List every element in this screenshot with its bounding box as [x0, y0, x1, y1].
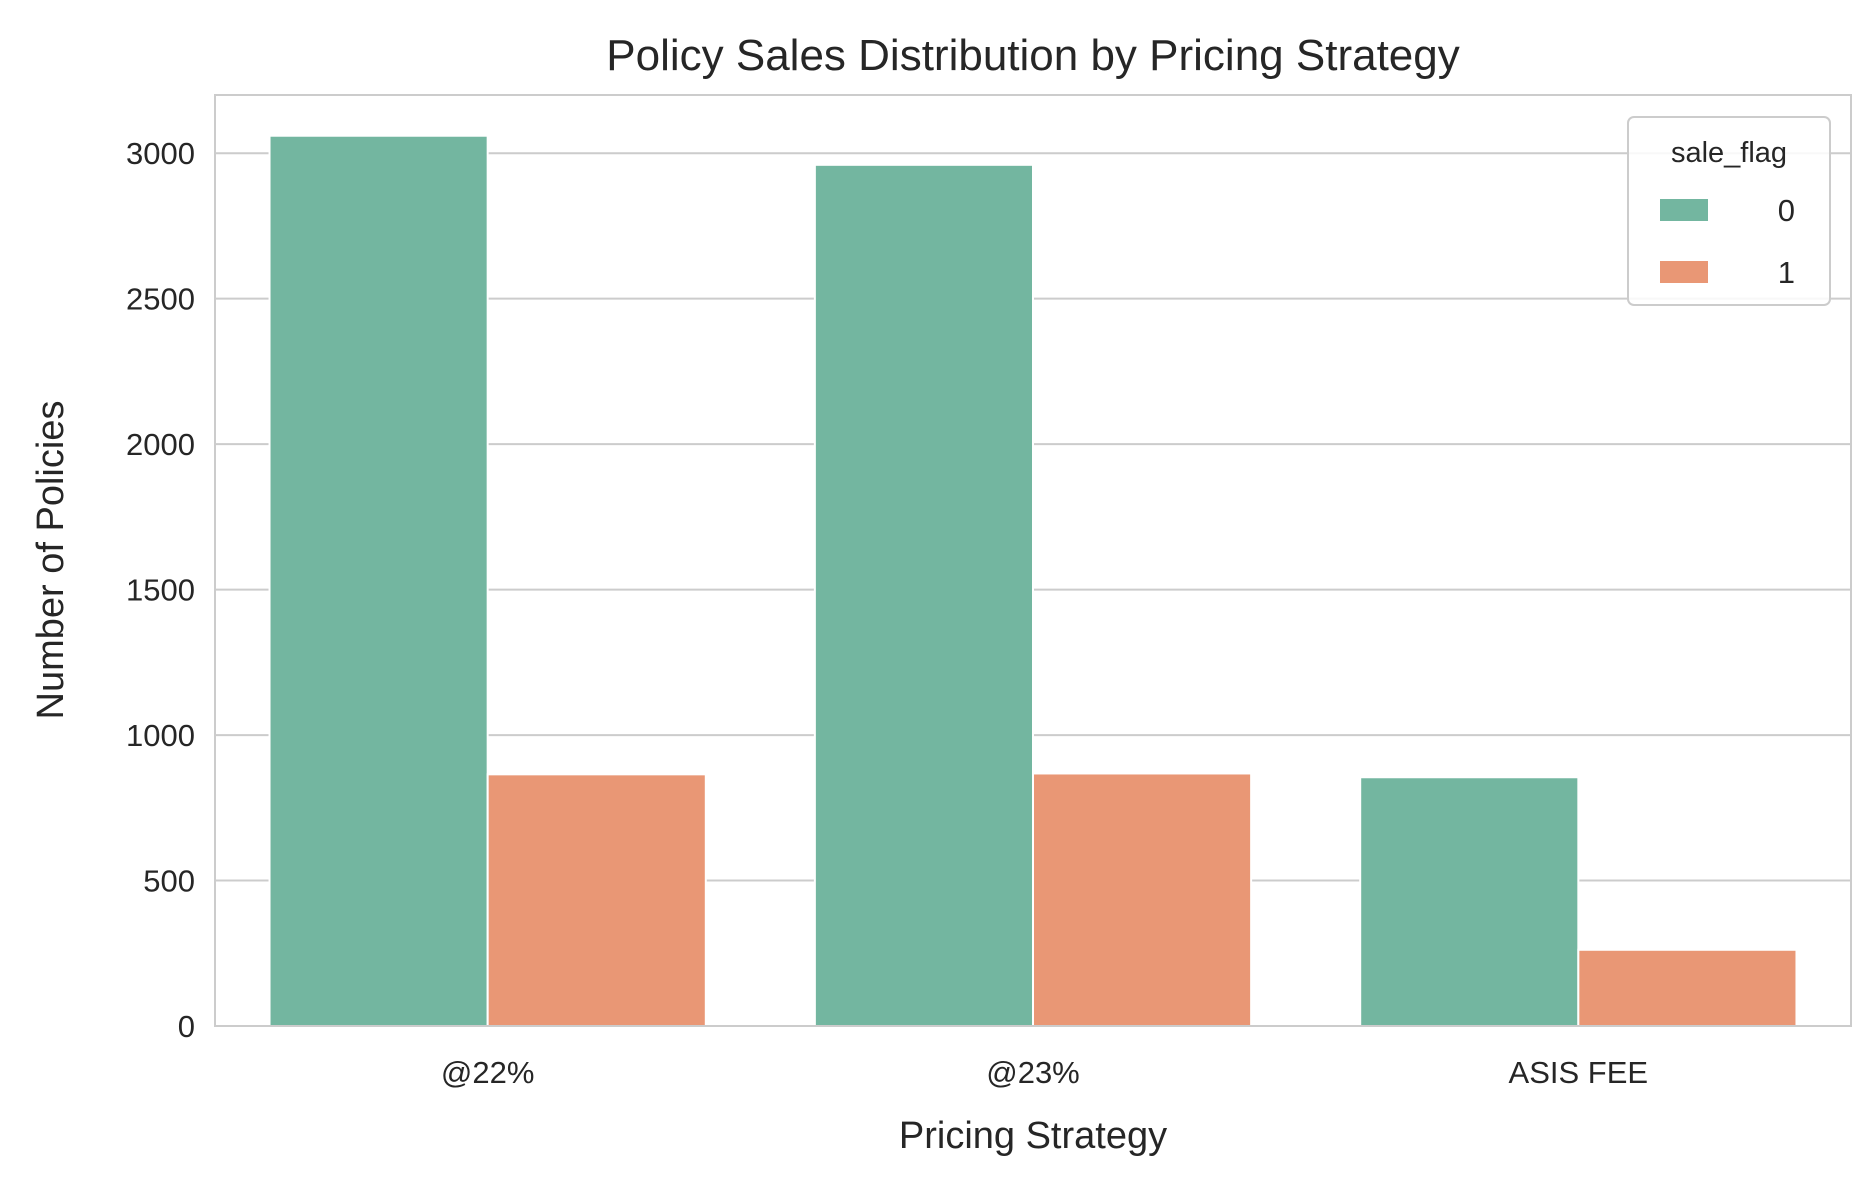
- y-tick-label: 0: [178, 1009, 195, 1044]
- y-axis-label: Number of Policies: [30, 401, 72, 720]
- x-tick-label: @23%: [986, 1055, 1080, 1090]
- x-tick-label: @22%: [441, 1055, 535, 1090]
- legend-label: 0: [1778, 193, 1795, 228]
- y-tick-label: 2500: [126, 282, 195, 317]
- bar-series-1-1: [1032, 772, 1253, 1027]
- bar-series-1-0: [486, 773, 707, 1027]
- legend-box: [1627, 116, 1831, 306]
- y-tick-label: 2000: [126, 427, 195, 462]
- bars: [268, 134, 1798, 1027]
- bar-series-0-0: [268, 134, 489, 1027]
- bar-series-1-2: [1577, 948, 1798, 1027]
- x-axis-label: Pricing Strategy: [899, 1115, 1167, 1157]
- y-tick-label: 3000: [126, 136, 195, 171]
- legend-title: sale_flag: [1671, 137, 1787, 169]
- bar-series-0-2: [1359, 776, 1580, 1027]
- chart-title: Policy Sales Distribution by Pricing Str…: [606, 31, 1459, 80]
- y-tick-label: 1500: [126, 573, 195, 608]
- y-tick-labels: 0 500 1000 1500 2000 2500 3000: [126, 136, 195, 1044]
- x-tick-label: ASIS FEE: [1509, 1055, 1649, 1090]
- plot-frame: [214, 94, 1852, 1027]
- legend-label: 1: [1778, 255, 1795, 290]
- y-tick-label: 1000: [126, 718, 195, 753]
- bar-series-0-1: [813, 163, 1034, 1027]
- x-tick-labels: @22% @23% ASIS FEE: [441, 1055, 1648, 1090]
- legend-swatch: [1660, 261, 1708, 283]
- legend: sale_flag 01: [1627, 116, 1831, 306]
- y-tick-label: 500: [143, 864, 195, 899]
- legend-entries: 01: [1660, 193, 1795, 290]
- legend-swatch: [1660, 199, 1708, 221]
